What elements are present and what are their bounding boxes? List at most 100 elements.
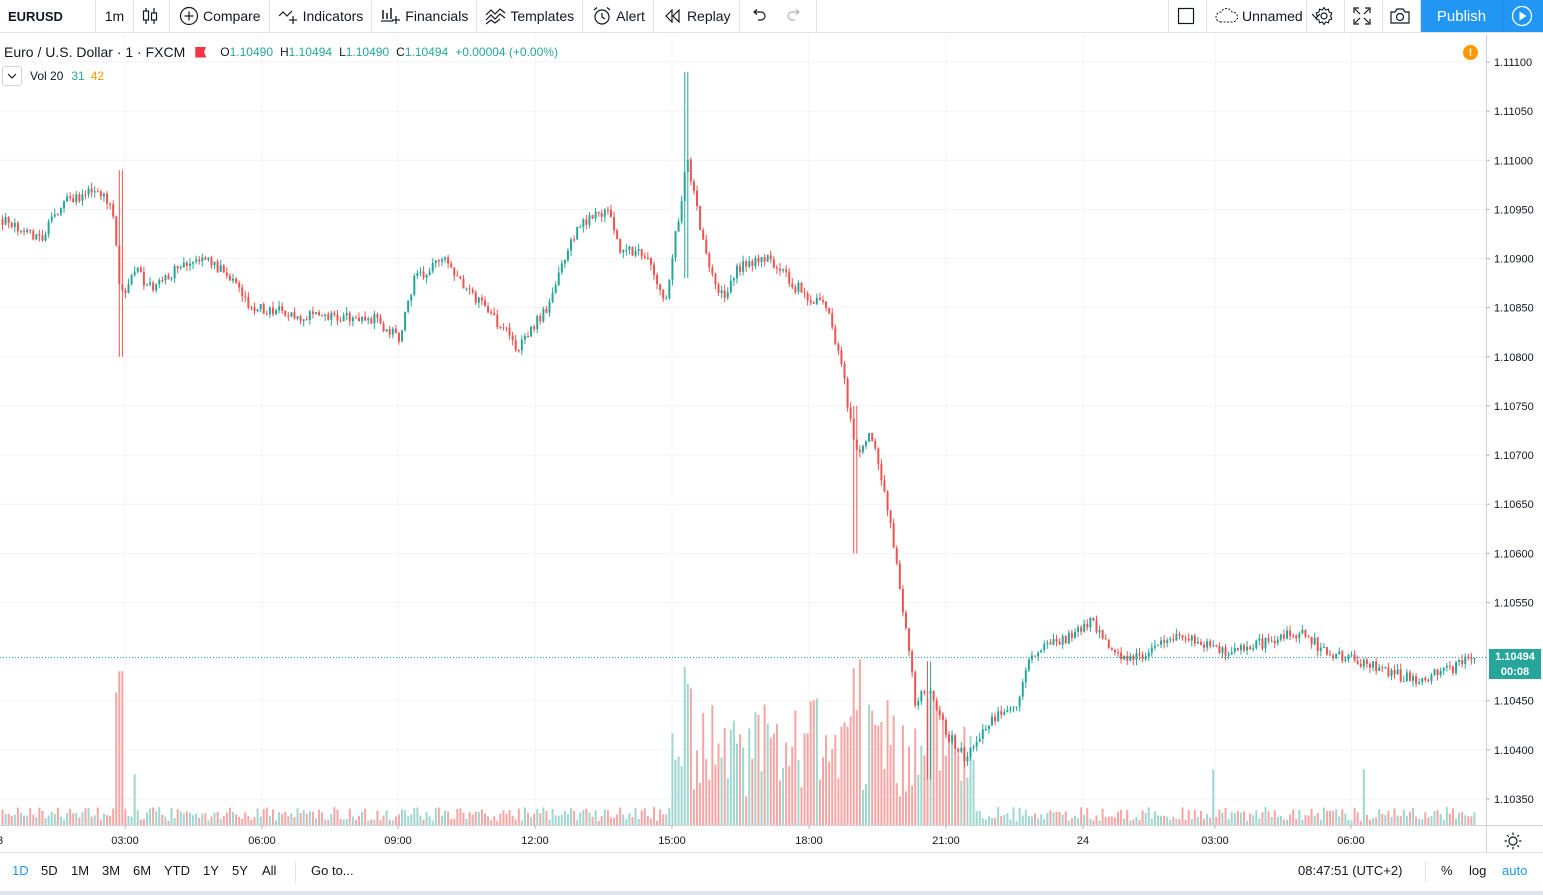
volume-bar (652, 807, 655, 825)
time-axis[interactable]: 03:00 06:00 09:00 12:00 15:00 18:00 21:00 24 03:… (0, 825, 1365, 847)
fullscreen-button[interactable] (1345, 0, 1383, 32)
candle-body (1242, 645, 1245, 651)
candle-body (591, 215, 594, 219)
range-button-1y[interactable]: 1Y (203, 863, 219, 878)
volume-bar (1258, 818, 1261, 825)
volume-bar (1209, 817, 1212, 825)
volume-bar (1402, 809, 1405, 825)
candle-body (1319, 647, 1322, 651)
candle-body (185, 262, 188, 266)
range-button-6m[interactable]: 6M (133, 863, 152, 878)
financials-button[interactable]: Financials (372, 0, 478, 32)
templates-button[interactable]: Templates (477, 0, 584, 32)
candle-body (778, 268, 781, 271)
volume-bar (852, 668, 855, 825)
warning-icon[interactable]: ! (1463, 45, 1478, 60)
auto-scale-toggle[interactable]: auto (1502, 863, 1528, 878)
range-button-5y[interactable]: 5Y (232, 863, 248, 878)
flag-icon[interactable] (195, 46, 207, 58)
fullscreen-select-button[interactable] (1169, 0, 1207, 32)
volume-bar (1322, 807, 1325, 825)
candle-body (1427, 680, 1430, 682)
chart-area[interactable]: 1.11100 1.11050 1.11000 1.10950 1.10900 1.108… (0, 34, 1543, 852)
range-button-3m[interactable]: 3M (102, 863, 121, 878)
interval-button[interactable]: 1m (96, 0, 134, 32)
layout-name-button[interactable]: Unnamed (1207, 0, 1321, 32)
volume-bar (1292, 809, 1295, 825)
volume-bar (434, 807, 437, 825)
volume-bar (1421, 819, 1424, 825)
volume-bar (874, 724, 877, 825)
alert-label: Alert (616, 8, 645, 24)
candle-body (407, 300, 410, 312)
candle-body (1347, 655, 1350, 660)
volume-bar (185, 811, 188, 825)
volume-bar (158, 807, 161, 825)
candle-body (1362, 659, 1365, 667)
volume-bar (1160, 815, 1163, 825)
candle-body (794, 287, 797, 292)
candle-body (345, 312, 348, 316)
volume-bar (336, 809, 339, 825)
time-tick-label: 21:00 (932, 835, 960, 847)
indicators-button[interactable]: Indicators (270, 0, 373, 32)
chart-type-button[interactable] (134, 0, 170, 32)
redo-button[interactable] (779, 0, 817, 32)
publish-video-button[interactable] (1503, 0, 1543, 32)
candle-body (287, 315, 290, 317)
volume-bar (50, 812, 53, 825)
volume-bar (1172, 817, 1175, 825)
candle-body (373, 314, 376, 324)
range-button-1d[interactable]: 1D (12, 863, 29, 878)
price-tick-label: 1.11000 (1494, 155, 1533, 167)
price-chart[interactable]: 1.11100 1.11050 1.11000 1.10950 1.10900 1.108… (0, 34, 1543, 852)
range-button-1m[interactable]: 1M (71, 863, 90, 878)
candle-body (204, 257, 207, 260)
percent-scale-toggle[interactable]: % (1441, 863, 1453, 878)
replay-button[interactable]: Replay (654, 0, 740, 32)
log-scale-toggle[interactable]: log (1469, 863, 1487, 878)
range-button-all[interactable]: All (262, 863, 277, 878)
volume-bar (318, 809, 321, 825)
candle-body (453, 267, 456, 276)
candle-body (38, 234, 41, 236)
price-tick-label: 1.10400 (1494, 745, 1534, 757)
range-button-ytd[interactable]: YTD (164, 863, 190, 878)
alert-button[interactable]: Alert (583, 0, 654, 32)
candle-body (84, 194, 87, 196)
candle-body (1052, 639, 1055, 645)
timezone-clock[interactable]: 08:47:51 (UTC+2) (1298, 863, 1403, 878)
publish-button[interactable]: Publish (1421, 0, 1503, 32)
candle-body (1252, 648, 1255, 650)
volume-bar (732, 720, 735, 825)
candle-body (176, 266, 179, 269)
candle-body (585, 219, 588, 225)
volume-bar (333, 807, 336, 825)
candle-body (1212, 645, 1215, 647)
volume-bar (1163, 815, 1166, 825)
candle-body (1181, 635, 1184, 638)
candle-body (1249, 646, 1252, 650)
volume-bar (904, 791, 907, 825)
candle-body (253, 307, 256, 312)
settings-button[interactable] (1307, 0, 1345, 32)
symbol-search-button[interactable]: EURUSD (0, 0, 96, 32)
compare-button[interactable]: Compare (170, 0, 270, 32)
range-button-5d[interactable]: 5D (41, 863, 58, 878)
volume-bar (938, 770, 941, 825)
undo-button[interactable] (740, 0, 779, 32)
candle-body (1310, 637, 1313, 645)
volume-bar (606, 810, 609, 825)
legend-collapse-button[interactable] (2, 66, 22, 86)
volume-bar (53, 813, 56, 825)
goto-button[interactable]: Go to... (311, 863, 354, 878)
time-axis-settings-button[interactable] (1503, 831, 1523, 851)
price-axis[interactable]: 1.11100 1.11050 1.11000 1.10950 1.10900 1.108… (1486, 57, 1534, 806)
candle-body (238, 282, 241, 288)
volume-bar (1249, 813, 1252, 825)
snapshot-button[interactable] (1383, 0, 1421, 32)
candle-body (975, 741, 978, 747)
volume-bar (262, 809, 265, 825)
candle-body (1080, 627, 1083, 632)
candle-body (1, 219, 4, 225)
